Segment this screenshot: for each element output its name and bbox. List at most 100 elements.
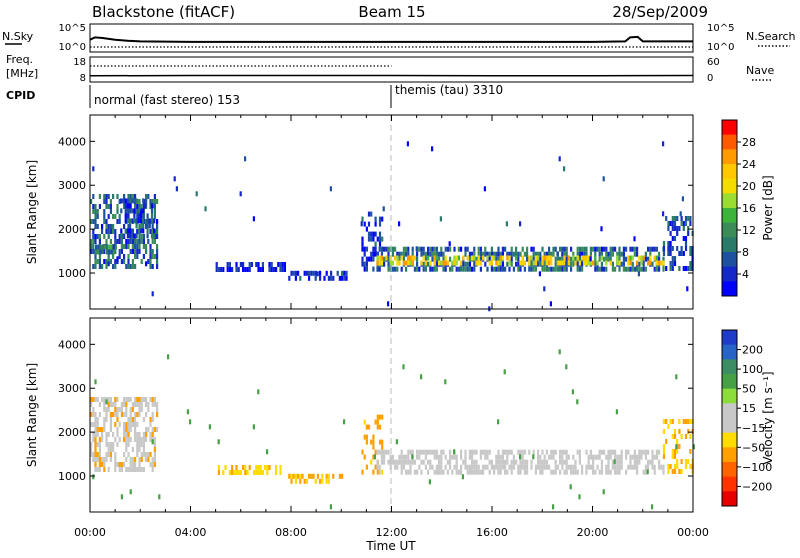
data-cell (97, 417, 99, 422)
data-cell (423, 460, 425, 465)
data-cell (152, 254, 154, 259)
cpid-segment-normal: normal (fast stereo) 153 (94, 93, 240, 107)
data-cell (592, 460, 594, 465)
data-cell (132, 462, 134, 467)
data-cell (572, 465, 574, 470)
data-cell (434, 256, 436, 261)
data-cell (522, 256, 524, 261)
data-cell (603, 176, 605, 181)
data-cell (108, 229, 110, 234)
data-cell (533, 267, 535, 272)
data-cell (442, 267, 444, 272)
data-cell (511, 252, 513, 257)
data-cell (134, 244, 136, 249)
data-cell (500, 261, 502, 266)
data-cell (341, 276, 343, 281)
data-cell (94, 264, 96, 269)
data-cell (297, 474, 299, 479)
data-cell (590, 465, 592, 470)
data-cell (271, 262, 273, 267)
data-cell (607, 465, 609, 470)
data-cell (136, 244, 138, 249)
data-cell (502, 450, 504, 455)
data-cell (577, 470, 579, 475)
data-cell (138, 432, 140, 437)
data-cell (636, 465, 638, 470)
data-cell (119, 437, 121, 442)
data-cell (423, 267, 425, 272)
data-cell (147, 194, 149, 199)
data-cell (132, 194, 134, 199)
data-cell (546, 465, 548, 470)
data-cell (92, 474, 94, 479)
data-cell (672, 449, 674, 454)
data-cell (528, 450, 530, 455)
data-cell (537, 460, 539, 465)
data-cell (235, 262, 237, 267)
data-cell (572, 470, 574, 475)
data-cell (383, 257, 385, 262)
data-cell (672, 261, 674, 266)
data-cell (436, 465, 438, 470)
data-cell (132, 467, 134, 472)
data-cell (343, 271, 345, 276)
data-cell (154, 397, 156, 402)
data-cell (563, 247, 565, 252)
data-cell (594, 267, 596, 272)
data-cell (445, 247, 447, 252)
ytick-label: 1000 (58, 470, 86, 483)
data-cell (544, 267, 546, 272)
data-cell (370, 232, 372, 237)
data-cell (110, 452, 112, 457)
data-cell (651, 465, 653, 470)
data-cell (153, 233, 155, 238)
data-cell (123, 422, 125, 427)
data-cell (475, 261, 477, 266)
data-cell (231, 465, 233, 470)
data-cell (460, 267, 462, 272)
colorbar-tick-label: 16 (742, 202, 756, 215)
data-cell (143, 442, 145, 447)
data-cell (103, 259, 105, 264)
data-cell (141, 397, 143, 402)
data-cell (685, 459, 687, 464)
data-cell (121, 249, 123, 254)
data-cell (142, 198, 144, 203)
data-cell (442, 470, 444, 475)
data-cell (625, 267, 627, 272)
data-cell (105, 442, 107, 447)
data-cell (667, 241, 669, 246)
data-cell (546, 267, 548, 272)
data-cell (506, 450, 508, 455)
data-cell (123, 437, 125, 442)
data-cell (566, 257, 568, 262)
data-cell (282, 262, 284, 267)
data-cell (458, 247, 460, 252)
colorbar-tick-label: 28 (742, 136, 756, 149)
data-cell (674, 429, 676, 434)
data-cell (127, 442, 129, 447)
data-cell (460, 247, 462, 252)
data-cell (134, 194, 136, 199)
data-cell (290, 474, 292, 479)
data-cell (440, 216, 442, 221)
data-cell (632, 465, 634, 470)
data-cell (209, 424, 211, 429)
data-cell (235, 470, 237, 475)
data-cell (114, 264, 116, 269)
data-cell (519, 267, 521, 272)
data-cell (112, 412, 114, 417)
data-cell (607, 470, 609, 475)
data-cell (475, 450, 477, 455)
colorbar-cell (722, 462, 737, 477)
data-cell (401, 470, 403, 475)
data-cell (375, 242, 377, 247)
data-cell (588, 460, 590, 465)
data-cell (127, 203, 129, 208)
data-cell (330, 276, 332, 281)
data-cell (530, 262, 532, 267)
data-cell (524, 465, 526, 470)
data-cell (376, 267, 378, 272)
data-cell (116, 256, 118, 261)
data-cell (493, 256, 495, 261)
